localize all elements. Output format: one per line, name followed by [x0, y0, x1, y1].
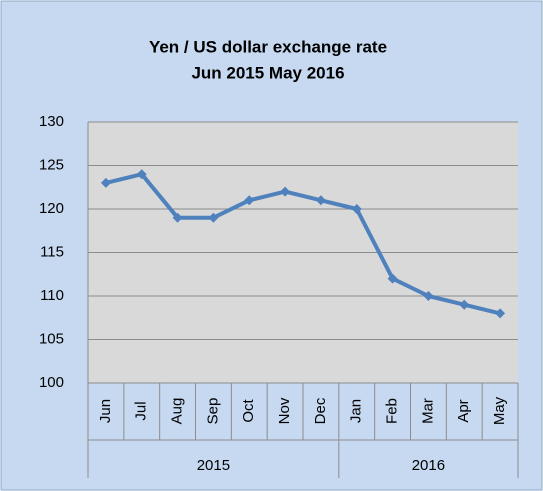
- data-point: [351, 204, 362, 214]
- chart-subtitle: Jun 2015 May 2016: [191, 63, 344, 82]
- data-point: [172, 212, 183, 223]
- y-tick-label: 125: [39, 156, 64, 173]
- data-point: [280, 186, 291, 197]
- series-line: [105, 172, 501, 316]
- data-point: [208, 212, 219, 223]
- data-point: [423, 291, 434, 301]
- x-tick-label: Sep: [204, 398, 221, 425]
- group-label: 2016: [412, 457, 445, 474]
- group-label: 2015: [197, 457, 230, 474]
- y-tick-label: 110: [40, 287, 64, 304]
- data-point: [100, 177, 111, 188]
- y-tick-label: 120: [39, 200, 64, 217]
- x-tick-label: Jul: [133, 401, 150, 420]
- x-tick-label: Dec: [312, 397, 329, 424]
- x-tick-label: Mar: [419, 398, 436, 424]
- x-tick-label: May: [491, 396, 508, 425]
- data-point: [244, 195, 255, 206]
- x-tick-label: Apr: [455, 399, 472, 422]
- data-point: [315, 195, 326, 206]
- x-tick-label: Oct: [240, 399, 257, 423]
- chart-title: Yen / US dollar exchange rate: [149, 37, 387, 56]
- data-point: [136, 169, 147, 180]
- x-tick-label: Nov: [276, 397, 293, 424]
- y-tick-label: 115: [40, 243, 64, 260]
- data-point: [459, 299, 470, 310]
- x-tick-label: Aug: [169, 398, 186, 425]
- y-tick-label: 105: [39, 330, 64, 347]
- y-tick-label: 100: [39, 374, 64, 391]
- data-point: [495, 308, 506, 319]
- data-point: [387, 273, 398, 284]
- y-tick-label: 130: [39, 113, 64, 130]
- x-tick-label: Jun: [97, 399, 114, 423]
- x-tick-label: Feb: [384, 398, 401, 424]
- x-tick-label: Jan: [348, 399, 365, 423]
